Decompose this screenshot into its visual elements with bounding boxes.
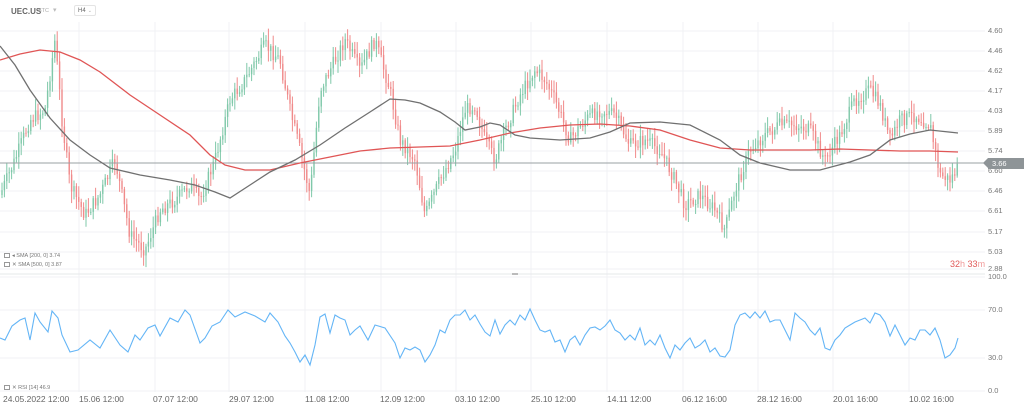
hide-icon[interactable]: ✕ — [12, 385, 19, 391]
price-tick-label: 4.46 — [988, 46, 1003, 55]
price-tick-label: 5.03 — [988, 247, 1003, 256]
symbol-label[interactable]: UEC.US — [11, 7, 42, 16]
chart-toolbar: UEC.US STC ▾ H4 ⌄ — [0, 0, 960, 22]
hide-icon[interactable]: ✕ — [12, 262, 19, 268]
time-tick-label: 06.12 16:00 — [682, 394, 727, 404]
settings-icon[interactable] — [4, 385, 10, 391]
time-tick-label: 20.01 16:00 — [833, 394, 878, 404]
time-tick-label: 28.12 16:00 — [757, 394, 802, 404]
price-tick-label: 4.60 — [988, 26, 1003, 35]
price-tick-label: 4.17 — [988, 86, 1003, 95]
time-tick-label: 07.07 12:00 — [153, 394, 198, 404]
settings-icon[interactable] — [4, 253, 10, 259]
pane-resize-handle[interactable] — [512, 273, 518, 275]
price-tick-label: 5.17 — [988, 227, 1003, 236]
price-tick-label: 5.89 — [988, 126, 1003, 135]
legend-sma500[interactable]: ✕ SMA [500, 0] 3.87 — [4, 262, 62, 268]
settings-icon[interactable] — [4, 262, 10, 268]
price-tick-label: 4.03 — [988, 106, 1003, 115]
time-tick-label: 12.09 12:00 — [380, 394, 425, 404]
rsi-tick-label: 0.0 — [988, 386, 999, 395]
price-tick-label: 6.46 — [988, 186, 1003, 195]
candle-countdown: 32h 33m — [950, 259, 986, 269]
chevron-down-icon: ⌄ — [87, 7, 92, 14]
time-tick-label: 14.11 12:00 — [607, 394, 652, 404]
hide-icon[interactable]: ◂ — [12, 253, 17, 259]
legend-sma200[interactable]: ◂ SMA [200, 0] 3.74 — [4, 253, 60, 259]
time-tick-label: 29.07 12:00 — [229, 394, 274, 404]
price-tick-label: 6.60 — [988, 166, 1003, 175]
price-tick-label: 5.74 — [988, 146, 1003, 155]
price-tick-label: 4.62 — [988, 66, 1003, 75]
time-tick-label: 15.06 12:00 — [79, 394, 124, 404]
time-tick-label: 10.02 16:00 — [909, 394, 954, 404]
rsi-tick-label: 70.0 — [988, 305, 1003, 314]
price-tick-label: 6.61 — [988, 206, 1003, 215]
currency-label[interactable]: STC — [38, 8, 49, 14]
legend-rsi[interactable]: ✕ RSI [14] 46.9 — [4, 385, 50, 391]
rsi-tick-label: 30.0 — [988, 353, 1003, 362]
time-tick-label: 25.10 12:00 — [531, 394, 576, 404]
currency-dropdown-icon[interactable]: ▾ — [53, 7, 57, 14]
price-tick-label: 2.88 — [988, 264, 1003, 273]
time-tick-label: 11.08 12:00 — [305, 394, 350, 404]
time-tick-label: 24.05.2022 12:00 — [3, 394, 70, 404]
timeframe-value: H4 — [78, 7, 86, 14]
current-price-tag: 3.66 — [983, 158, 1024, 169]
time-tick-label: 03.10 12:00 — [455, 394, 500, 404]
timeframe-select[interactable]: H4 ⌄ — [74, 5, 96, 16]
rsi-tick-label: 100.0 — [988, 272, 1007, 281]
